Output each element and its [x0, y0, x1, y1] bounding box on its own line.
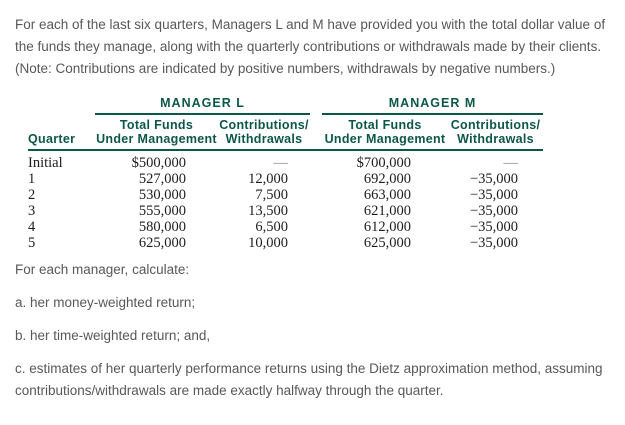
manager-l-header: MANAGER L	[95, 96, 310, 115]
table-row: 5 625,000 10,000 625,000 −35,000	[28, 235, 543, 251]
l-contributions-header-line2: Withdrawals	[225, 131, 303, 146]
table-row: 1 527,000 12,000 692,000 −35,000	[28, 171, 543, 187]
intro-paragraph: For each of the last six quarters, Manag…	[15, 17, 606, 76]
cell-m-contrib: −35,000	[469, 187, 518, 203]
l-total-funds-header-line1: Total Funds	[119, 118, 194, 132]
manager-group-row: MANAGER L MANAGER M	[28, 96, 543, 115]
column-header-gap	[310, 114, 322, 151]
cell-gap	[310, 171, 322, 187]
cell-quarter: 3	[28, 203, 36, 219]
cell-quarter: 5	[28, 235, 36, 251]
cell-m-contrib: −35,000	[469, 171, 518, 187]
cell-quarter: Initial	[28, 155, 63, 171]
question-b: b. her time-weighted return; and,	[15, 328, 211, 343]
table-row: Initial $500,000 — $700,000 —	[28, 150, 543, 171]
manager-m-header: MANAGER M	[322, 96, 543, 115]
cell-quarter: 4	[28, 219, 36, 235]
group-row-spacer-mid	[310, 96, 322, 114]
cell-l-total: 530,000	[138, 187, 186, 203]
cell-l-contrib: 6,500	[255, 219, 288, 235]
cell-m-total: 625,000	[363, 235, 411, 251]
cell-m-total: 692,000	[363, 171, 411, 187]
no-value-dash: —	[503, 155, 519, 171]
cell-l-total: 625,000	[138, 235, 186, 251]
l-contributions-header: Contributions/ Withdrawals	[218, 114, 310, 151]
m-contributions-header-line2: Withdrawals	[457, 131, 534, 146]
cell-gap	[310, 219, 322, 235]
group-row-spacer-left	[28, 96, 95, 114]
cell-l-contrib: 13,500	[248, 203, 288, 219]
cell-l-contrib: 12,000	[248, 171, 288, 187]
cell-gap	[310, 203, 322, 219]
cell-m-contrib: —	[448, 150, 543, 171]
cell-m-total: $700,000	[356, 155, 411, 171]
question-c: c. estimates of her quarterly performanc…	[15, 361, 603, 398]
cell-gap	[310, 187, 322, 203]
cell-l-total: 555,000	[138, 203, 186, 219]
table-row: 2 530,000 7,500 663,000 −35,000	[28, 187, 543, 203]
cell-m-total: 612,000	[363, 219, 411, 235]
cell-gap	[310, 150, 322, 171]
m-total-funds-header-line1: Total Funds	[348, 118, 422, 132]
funds-table: MANAGER L MANAGER M Quarter Total Funds …	[28, 96, 543, 251]
cell-gap	[310, 235, 322, 251]
l-total-funds-header-line2: Under Management	[96, 131, 217, 146]
l-contributions-header-line1: Contributions/	[219, 118, 309, 132]
m-contributions-header-line1: Contributions/	[450, 118, 541, 132]
no-value-dash: —	[273, 155, 289, 171]
cell-l-contrib: —	[218, 150, 310, 171]
cell-l-contrib: 10,000	[248, 235, 288, 251]
table-row: 3 555,000 13,500 621,000 −35,000	[28, 203, 543, 219]
cell-m-contrib: −35,000	[469, 235, 518, 251]
cell-m-contrib: −35,000	[469, 203, 518, 219]
table-row: 4 580,000 6,500 612,000 −35,000	[28, 219, 543, 235]
column-header-row: Quarter Total Funds Under Management Con…	[28, 114, 543, 151]
cell-m-total: 621,000	[363, 203, 411, 219]
m-total-funds-header-line2: Under Management	[324, 131, 446, 146]
questions-lead: For each manager, calculate:	[15, 262, 190, 277]
quarter-column-header: Quarter	[28, 114, 95, 151]
m-total-funds-header: Total Funds Under Management	[322, 114, 448, 151]
cell-quarter: 1	[28, 171, 36, 187]
l-total-funds-header: Total Funds Under Management	[95, 114, 218, 151]
cell-m-total: 663,000	[363, 187, 411, 203]
cell-l-total: 527,000	[138, 171, 186, 187]
m-contributions-header: Contributions/ Withdrawals	[448, 114, 543, 151]
question-a: a. her money-weighted return;	[15, 295, 196, 310]
cell-l-total: 580,000	[138, 219, 186, 235]
cell-quarter: 2	[28, 187, 36, 203]
cell-m-contrib: −35,000	[469, 219, 518, 235]
cell-l-contrib: 7,500	[255, 187, 288, 203]
cell-l-total: $500,000	[131, 155, 186, 171]
